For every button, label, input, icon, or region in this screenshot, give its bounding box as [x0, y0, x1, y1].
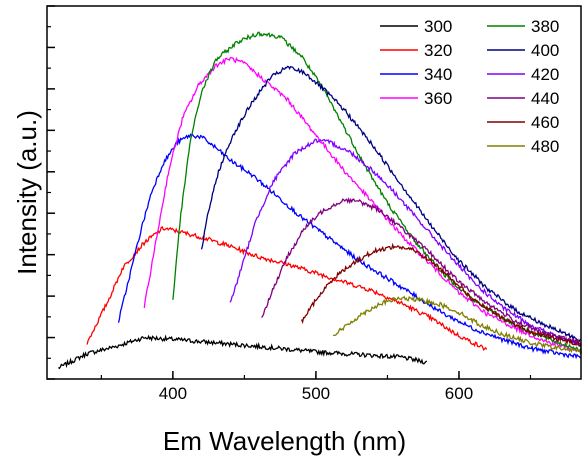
- legend: 300 320 340 360 380 400 420 440 460 480: [380, 17, 559, 156]
- legend-label: 420: [531, 65, 559, 84]
- legend-item-360: 360: [380, 89, 452, 108]
- legend-label: 300: [424, 17, 452, 36]
- legend-label: 380: [531, 17, 559, 36]
- legend-label: 360: [424, 89, 452, 108]
- x-tick-label: 500: [302, 384, 330, 403]
- series-layer: [57, 31, 582, 370]
- x-axis-title: Em Wavelength (nm): [163, 426, 406, 456]
- series-line-380: [172, 31, 582, 352]
- x-tick-label: 600: [445, 384, 473, 403]
- series-line-340: [117, 133, 582, 360]
- series-line-320: [86, 226, 488, 351]
- series-line-460: [300, 242, 582, 347]
- y-axis-title: Intensity (a.u.): [12, 110, 42, 275]
- legend-item-480: 480: [487, 137, 559, 156]
- series-line-360: [143, 56, 582, 354]
- legend-item-440: 440: [487, 89, 559, 108]
- legend-item-400: 400: [487, 41, 559, 60]
- series-line-400: [200, 65, 582, 343]
- legend-item-320: 320: [380, 41, 452, 60]
- legend-item-340: 340: [380, 65, 452, 84]
- series-line-300: [57, 334, 428, 370]
- legend-label: 320: [424, 41, 452, 60]
- series-line-440: [261, 197, 582, 345]
- legend-label: 440: [531, 89, 559, 108]
- legend-item-380: 380: [487, 17, 559, 36]
- legend-item-460: 460: [487, 113, 559, 132]
- x-tick-label: 400: [159, 384, 187, 403]
- legend-label: 400: [531, 41, 559, 60]
- legend-label: 460: [531, 113, 559, 132]
- ticks-layer: 400 500 600: [47, 5, 532, 403]
- series-line-480: [333, 295, 582, 356]
- legend-item-300: 300: [380, 17, 452, 36]
- legend-item-420: 420: [487, 65, 559, 84]
- legend-label: 480: [531, 137, 559, 156]
- legend-label: 340: [424, 65, 452, 84]
- series-line-420: [229, 138, 582, 347]
